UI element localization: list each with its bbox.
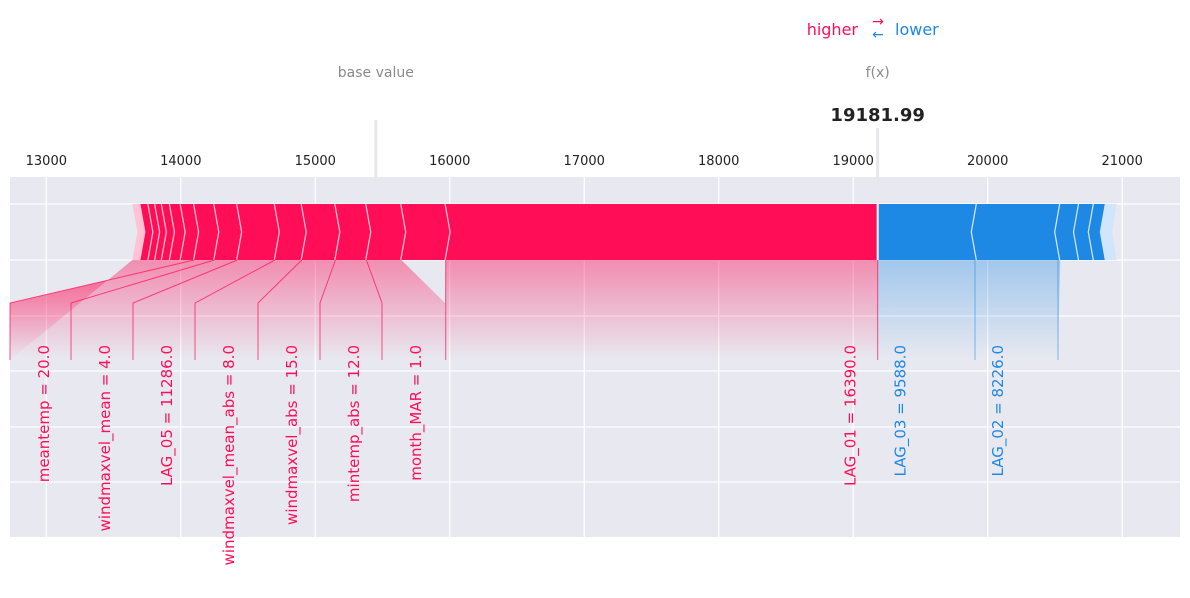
positive-bar-segment — [401, 204, 451, 260]
fx-value: 19181.99 — [830, 105, 925, 126]
positive-label-fill — [10, 260, 215, 360]
label-fills — [10, 260, 1061, 360]
positive-bar-segment — [214, 204, 243, 260]
right-arrow-icon: → — [872, 14, 884, 30]
negative-bar-segment — [1088, 204, 1107, 260]
label-connectors — [9, 259, 1059, 360]
fx-label: f(x) — [866, 65, 890, 81]
feature-label: LAG_03 = 9588.0 — [892, 345, 911, 477]
x-tick-label: 19000 — [833, 154, 874, 169]
negative-bar-segment — [1074, 204, 1094, 260]
positive-bar-segment — [274, 204, 307, 260]
positive-bar-segment — [180, 204, 200, 260]
positive-label-connector — [319, 259, 336, 360]
positive-label-connector — [257, 259, 303, 360]
legend-higher-label: higher — [807, 20, 859, 39]
positive-label-fill — [10, 260, 195, 360]
positive-label-fill — [445, 260, 878, 360]
x-tick-label: 17000 — [564, 154, 605, 169]
x-axis: 13000 14000 15000 16000 17000 18000 19000 20000… — [26, 154, 1143, 169]
positive-label-fill — [71, 260, 238, 360]
negative-bar-segment — [1101, 204, 1117, 260]
x-tick-label: 15000 — [295, 154, 336, 169]
base-value-label: base value — [338, 65, 414, 81]
positive-bar-segment — [194, 204, 220, 260]
positive-label-fill — [195, 260, 302, 360]
positive-label-connector — [132, 259, 238, 360]
x-tick-label: 20000 — [967, 154, 1008, 169]
feature-labels: meantemp = 20.0 windmaxvel_mean = 4.0 LAG_… — [35, 345, 1008, 565]
positive-label-connector — [70, 259, 215, 360]
positive-label-fill — [133, 260, 275, 360]
feature-label: LAG_01 = 16390.0 — [842, 345, 861, 486]
feature-label: LAG_05 = 11286.0 — [158, 345, 177, 486]
x-tick-label: 13000 — [26, 154, 67, 169]
positive-label-fill — [258, 260, 336, 360]
positive-bar-segment — [170, 204, 186, 260]
positive-label-fill — [366, 260, 445, 360]
feature-label: month_MAR = 1.0 — [407, 345, 426, 481]
negative-bar-segment — [877, 204, 977, 260]
positive-label-fill — [320, 260, 382, 360]
positive-bar-segment — [335, 204, 372, 260]
feature-label: windmaxvel_mean_abs = 8.0 — [220, 345, 239, 565]
negative-label-fill — [877, 260, 1061, 360]
feature-label: windmaxvel_mean = 4.0 — [96, 345, 115, 531]
x-tick-label: 21000 — [1101, 154, 1142, 169]
feature-label: mintemp_abs = 12.0 — [345, 345, 364, 502]
legend: higher → ← lower — [807, 14, 939, 43]
feature-label: meantemp = 20.0 — [35, 345, 53, 482]
positive-bar-segment — [237, 204, 280, 260]
positive-label-connector — [194, 259, 276, 360]
feature-label: windmaxvel_abs = 15.0 — [283, 345, 302, 525]
positive-label-connector — [365, 259, 383, 360]
positive-bar-segment — [445, 204, 878, 260]
negative-bar-segment — [971, 204, 1061, 260]
x-tick-label: 14000 — [160, 154, 201, 169]
force-bars — [132, 203, 1117, 261]
left-arrow-icon: ← — [872, 27, 884, 43]
feature-label: LAG_02 = 8226.0 — [989, 345, 1008, 477]
positive-label-connector — [9, 259, 195, 360]
x-tick-label: 18000 — [698, 154, 739, 169]
negative-bar-segment — [1055, 204, 1080, 260]
x-tick-label: 16000 — [429, 154, 470, 169]
positive-bar-segment — [366, 204, 407, 260]
positive-bar-segment — [301, 204, 341, 260]
legend-lower-label: lower — [895, 20, 939, 39]
